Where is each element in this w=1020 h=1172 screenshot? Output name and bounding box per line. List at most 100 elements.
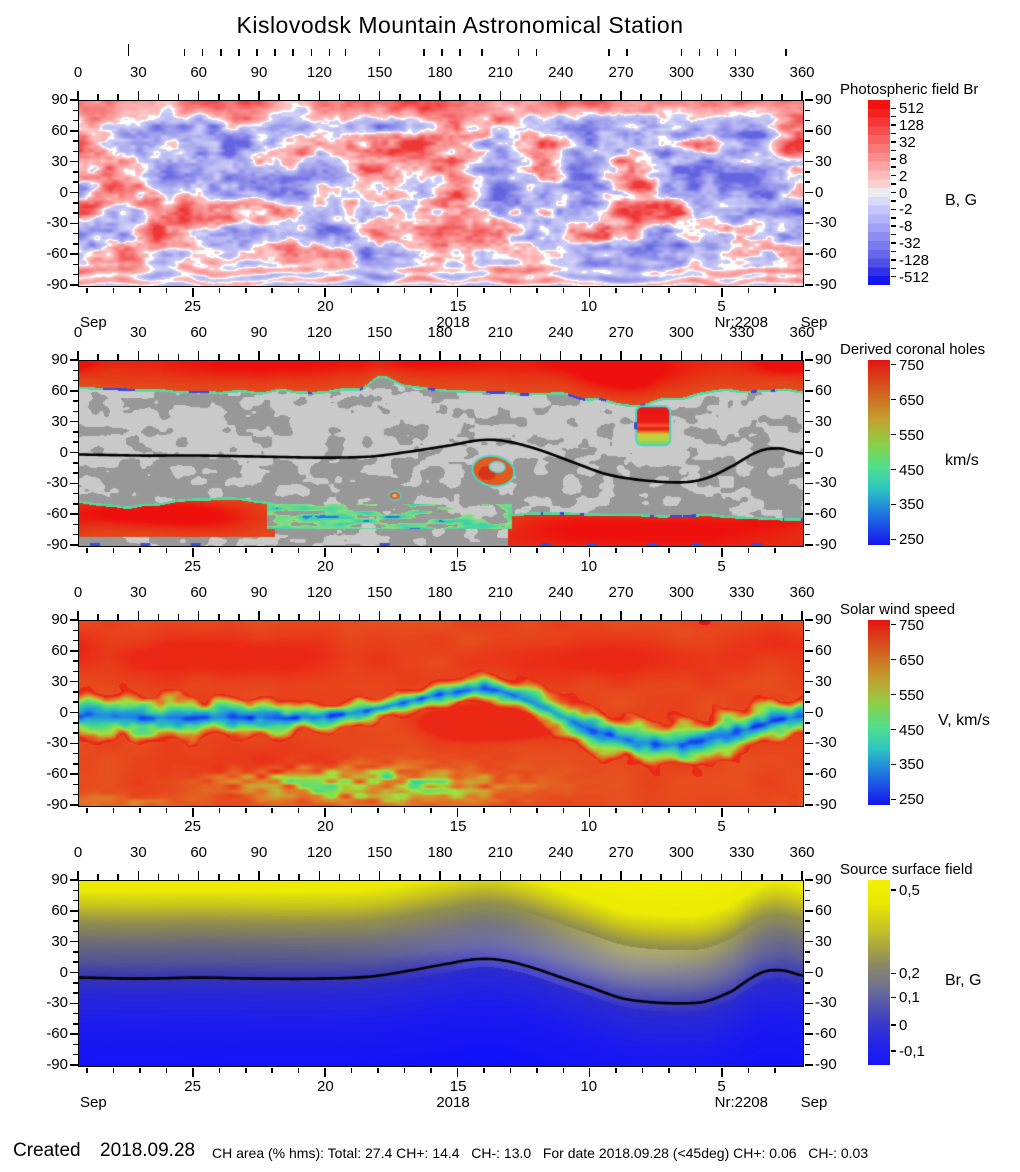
lat-tick [805,390,813,392]
day-tick [430,288,432,293]
lat-tick-label-right: 90 [815,611,832,628]
lat-tick [805,513,813,515]
day-tick [483,1068,485,1073]
day-tick [86,548,88,553]
lon-tick-label: 180 [427,844,453,861]
lon-tick [197,611,200,620]
lat-tick [70,742,78,745]
lat-tick [70,160,78,163]
lat-tick-label-right: 0 [815,963,824,981]
lon-tick [580,614,582,620]
day-tick [192,1068,194,1077]
year-label-1: 2018 [436,314,470,331]
lon-tick-label: 300 [668,844,694,861]
lon-tick [439,611,441,620]
lon-tick [137,91,140,100]
lat-tick [70,513,78,515]
lat-tick-label-left: 90 [51,871,68,888]
lon-tick [399,94,401,100]
cb-tick-label: -32 [899,235,921,252]
lat-tick-label-left: -30 [46,214,68,232]
lon-tick-label: 210 [487,324,513,341]
lon-tick [77,351,79,360]
lon-tick [419,614,421,620]
day-tick [165,288,168,293]
day-tick [483,288,485,293]
day-tick [694,1068,697,1073]
day-label: 15 [449,298,467,315]
day-tick [403,548,406,553]
lat-tick [805,451,813,454]
lon-tick [720,614,723,620]
lat-tick [805,140,810,142]
lon-tick [77,91,79,100]
lon-tick-label: 240 [548,844,574,861]
cb-tick-label: 450 [899,461,925,479]
day-label: 10 [580,558,598,575]
day-tick [112,288,115,293]
lat-tick [805,284,813,286]
cb-tick [891,763,896,766]
lat-tick [805,191,813,194]
lat-tick [73,1023,78,1025]
top-day-tick [608,49,610,56]
lon-tick [559,351,562,360]
lon-tick [680,351,683,360]
lon-tick [278,354,280,360]
lat-tick [73,431,78,433]
lon-tick-label: 240 [548,584,574,601]
day-label: 25 [184,1078,201,1095]
lat-tick [73,961,78,963]
day-tick [509,288,512,293]
day-tick [324,808,326,817]
day-tick [192,808,194,817]
top-day-tick [535,49,538,56]
lon-tick [358,614,361,620]
day-tick [456,1068,459,1077]
lon-tick [459,874,461,880]
lat-tick [70,680,78,683]
cb-tick [891,996,896,999]
lat-tick-label-left: -90 [46,1056,68,1073]
lat-tick-label-right: 60 [815,641,832,659]
lon-tick [660,874,662,880]
lat-tick [805,783,810,786]
cb-tick [891,250,896,253]
day-tick [721,1068,723,1077]
lat-tick [805,899,810,902]
lat-tick [73,732,78,734]
day-tick [377,548,379,553]
lon-tick [218,874,220,880]
cb-tick [891,693,896,696]
day-tick [588,548,591,557]
day-tick [774,548,776,553]
top-day-tick [698,49,701,56]
lon-tick-label: 210 [487,64,513,81]
day-tick [218,288,221,293]
day-tick [615,1068,617,1073]
lat-tick [73,472,78,474]
lon-tick-label: 330 [729,844,755,861]
day-tick [430,1068,432,1073]
day-tick [536,288,538,293]
day-tick [668,808,670,813]
lat-tick-label-left: 60 [51,901,68,919]
lon-tick [338,614,341,620]
day-label: 15 [449,1078,467,1095]
day-tick [112,548,115,553]
cb-tick [891,217,896,219]
lat-tick [73,1012,78,1015]
day-tick [86,1068,88,1073]
lon-tick-label: 330 [729,64,755,81]
lat-tick [805,879,813,881]
lon-tick [620,91,622,100]
lat-tick-label-right: 0 [815,703,824,721]
lat-tick [73,793,78,796]
lon-tick [378,351,381,360]
lon-tick-label: 0 [73,64,83,81]
lat-tick [805,940,813,943]
cb-tick-label: 512 [899,100,925,118]
day-tick [721,808,723,817]
lat-tick [805,1064,813,1066]
lon-tick-label: 30 [129,844,147,861]
